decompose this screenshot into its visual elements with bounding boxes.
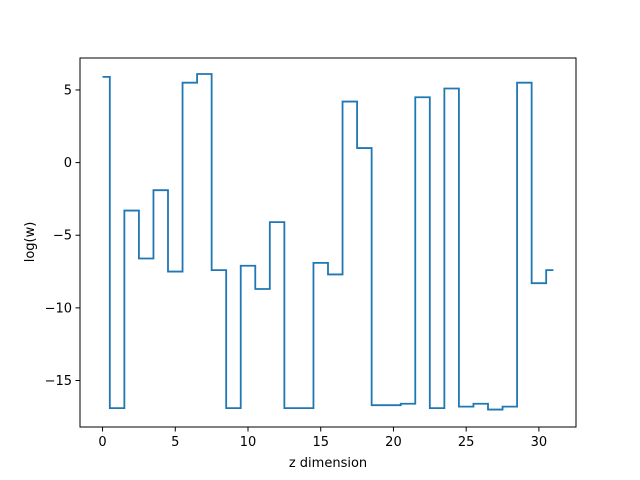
x-axis-title: z dimension [289,456,367,471]
y-tick-label: −5 [53,229,72,244]
x-tick-label: 20 [385,435,402,450]
y-tick-label: 5 [64,83,72,98]
y-tick-label: 0 [64,156,72,171]
series-line-0 [102,73,554,411]
y-tick-label: −15 [45,374,72,389]
y-tick-label: −10 [45,301,72,316]
x-axis: 0 5 10 15 20 25 30 [98,427,547,450]
y-axis-title: log(w) [23,222,38,263]
x-tick-label: 25 [458,435,475,450]
series-layer [102,73,554,411]
plot-area [80,58,576,427]
plot-frame [79,57,577,428]
x-tick-label: 5 [171,435,179,450]
x-tick-label: 10 [240,435,257,450]
x-tick-label: 15 [312,435,329,450]
x-tick-label: 30 [531,435,548,450]
x-tick-label: 0 [98,435,106,450]
y-axis: −15 −10 −5 0 5 [45,83,80,389]
